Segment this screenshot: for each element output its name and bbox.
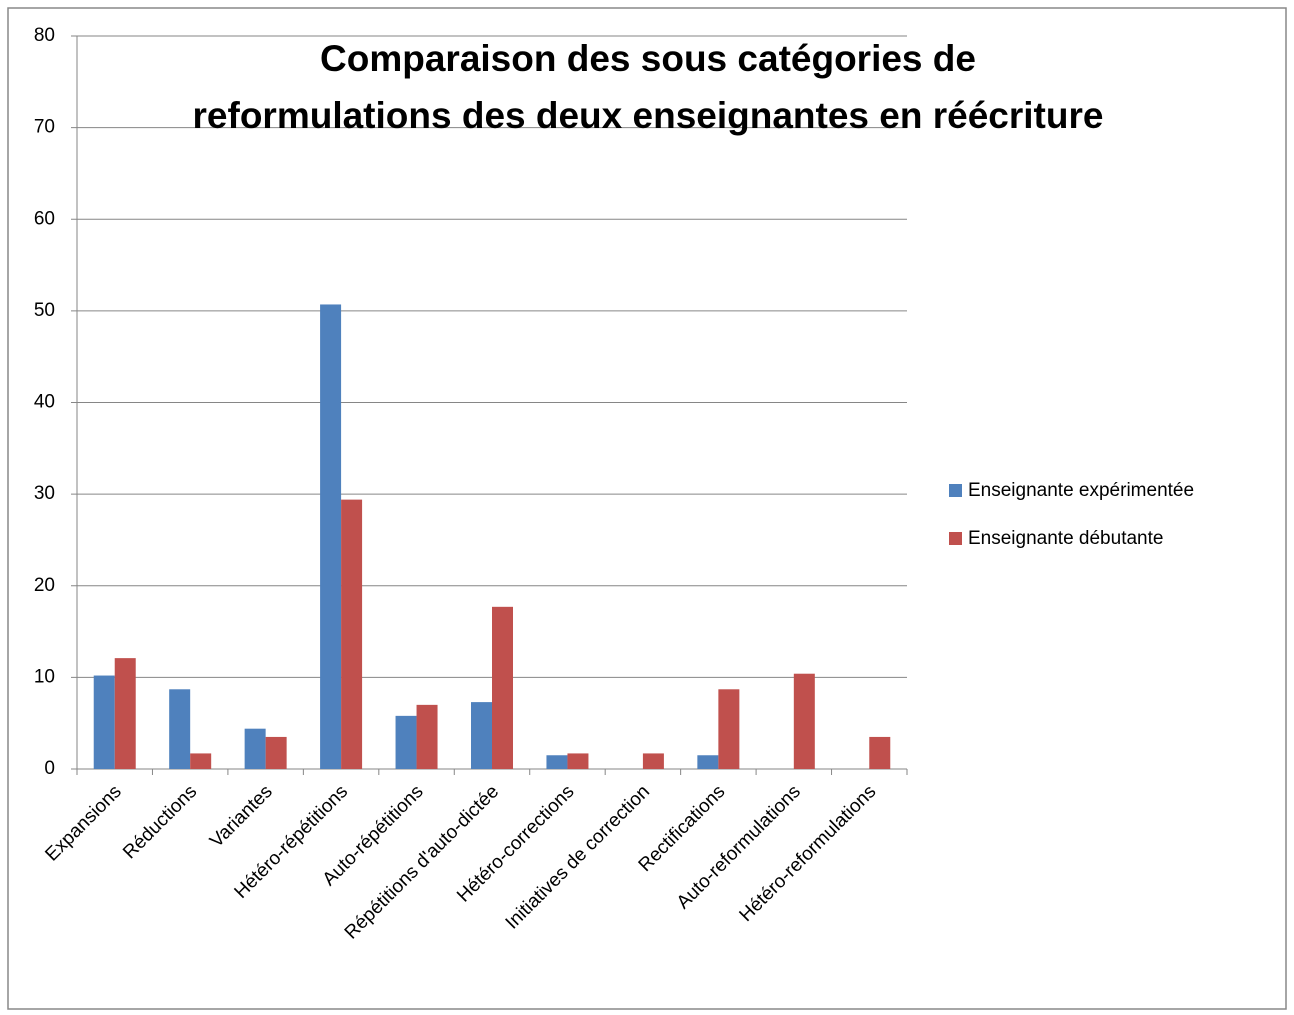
y-tick-label: 70 [34,117,55,138]
bar [169,689,191,769]
y-tick-label: 60 [34,208,55,229]
y-tick-label: 50 [34,300,55,321]
bar [320,304,342,769]
legend-swatch [949,484,962,497]
bar [114,658,136,769]
bar [492,606,513,769]
bar [869,736,891,769]
y-tick-label: 80 [34,25,55,46]
bar [793,673,815,769]
chart-border [7,7,1287,1010]
bar [546,755,568,769]
legend-swatch [949,532,962,545]
bar [416,704,438,769]
y-tick-label: 0 [44,758,55,779]
bar [718,689,740,769]
bar [265,736,287,769]
legend-label: Enseignante expérimentée [968,480,1194,501]
y-tick-label: 30 [34,483,55,504]
y-tick-label: 20 [34,575,55,596]
bar [471,702,492,769]
legend-label: Enseignante débutante [968,528,1163,549]
bar [244,728,266,769]
bar [93,675,115,769]
chart-title: Comparaison des sous catégories de refor… [192,38,1104,136]
bar [341,499,363,769]
bar [642,753,664,769]
bar [395,715,417,769]
y-tick-label: 40 [34,392,55,413]
bar [697,755,719,769]
bar [190,753,212,769]
bar [567,753,589,769]
y-tick-label: 10 [34,666,55,687]
